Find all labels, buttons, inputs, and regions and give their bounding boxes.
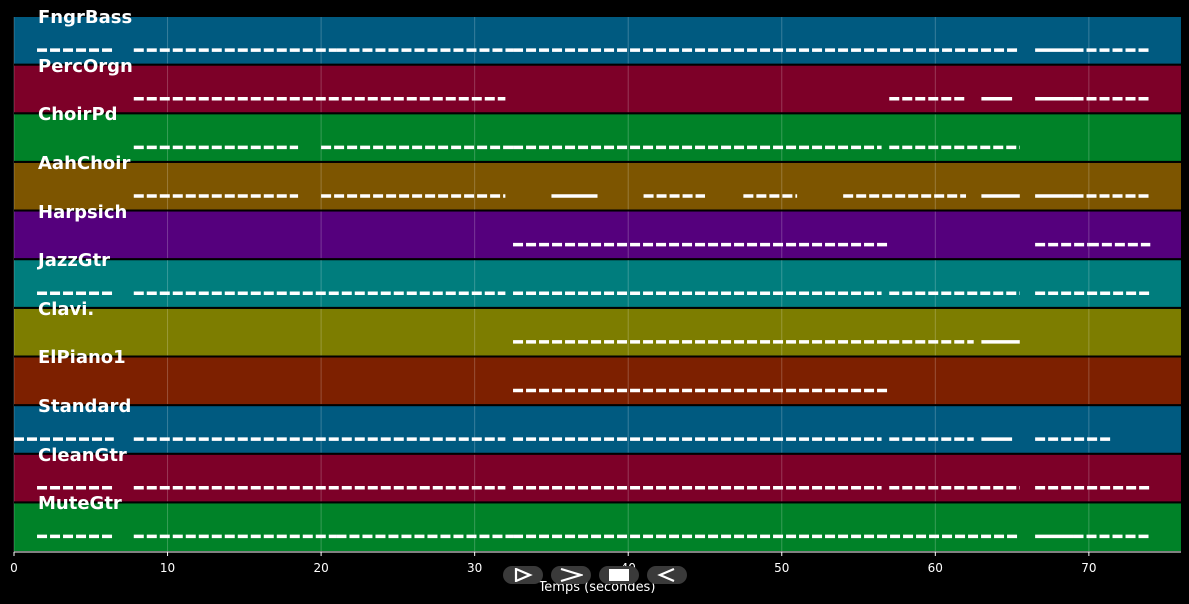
forward-button[interactable] [551,566,591,584]
chevron-right-icon [559,568,583,582]
play-outline-icon [513,568,533,582]
track-band [14,212,1181,260]
x-tick-label: 10 [160,561,175,575]
track-label: JazzGtr [38,251,110,271]
play-button[interactable] [503,566,543,584]
track-band [14,406,1181,454]
x-tick-label: 20 [313,561,328,575]
track-band [14,66,1181,114]
x-tick-label: 30 [467,561,482,575]
track-band [14,114,1181,162]
track-band [14,163,1181,211]
track-label: Harpsich [38,203,127,223]
track-band [14,503,1181,551]
stop-icon [608,568,630,582]
track-label: ChoirPd [38,105,118,125]
track-label: Clavi. [38,300,94,320]
track-band [14,309,1181,357]
x-tick-label: 50 [774,561,789,575]
track-label: MuteGtr [38,494,122,514]
track-band [14,17,1181,65]
x-tick-label: 0 [10,561,18,575]
track-label: ElPiano1 [38,348,126,368]
track-label: FngrBass [38,8,132,28]
track-band [14,455,1181,503]
track-label: AahChoir [38,154,130,174]
rewind-button[interactable] [647,566,687,584]
track-band [14,357,1181,405]
track-band [14,260,1181,308]
stop-button[interactable] [599,566,639,584]
x-tick-label: 60 [928,561,943,575]
track-label: PercOrgn [38,57,133,77]
x-tick-label: 70 [1081,561,1096,575]
track-label: CleanGtr [38,446,127,466]
track-label: Standard [38,397,131,417]
play-reverse-icon [657,568,677,582]
